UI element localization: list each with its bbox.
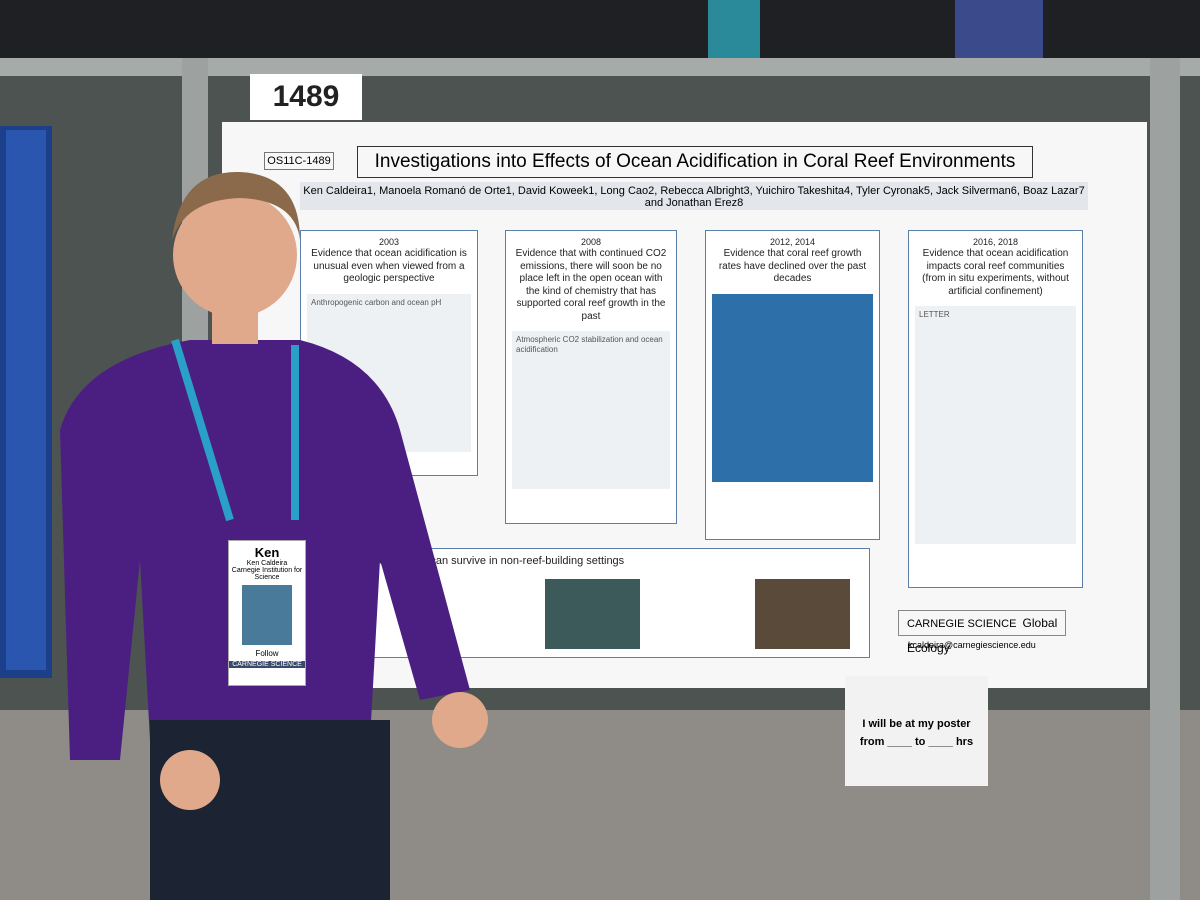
panel-years: 2012, 2014 — [769, 237, 816, 247]
panel-figure: Atmospheric CO2 stabilization and ocean … — [512, 331, 670, 490]
panel: 2008 Evidence that with continued CO2 emi… — [505, 230, 677, 524]
panel-years: 2016, 2018 — [972, 237, 1019, 247]
sign-line: I will be at my poster — [862, 718, 971, 730]
panel-figure — [712, 293, 873, 482]
badge-full-name: Ken Caldeira — [246, 560, 288, 567]
panel-years: 2008 — [580, 237, 602, 247]
badge: Ken Ken Caldeira Carnegie Institution fo… — [228, 540, 306, 686]
email: kcaldeira@carnegiescience.edu — [908, 640, 1036, 650]
photo — [545, 579, 640, 649]
panel-heading: ere corals can survive in non-reef-build… — [379, 555, 625, 567]
logo: CARNEGIE SCIENCE Global Ecology — [898, 610, 1066, 655]
badge-affiliation: Carnegie Institution for Science — [231, 567, 303, 581]
badge-photo — [242, 585, 292, 645]
poster-id: OS11C-1489 — [264, 152, 334, 170]
sign-word: from — [859, 735, 885, 748]
sign-word: to — [914, 735, 926, 748]
sign-word: hrs — [955, 735, 974, 748]
poster-title: Investigations into Effects of Ocean Aci… — [357, 146, 1033, 178]
panel-heading: Evidence that ocean acidification is unu… — [311, 248, 467, 285]
badge-follow: Follow — [255, 649, 279, 658]
panel-heading: Evidence that coral reef growth rates ha… — [718, 248, 867, 285]
booth-number: 1489 — [250, 74, 362, 120]
panel: 2012, 2014 Evidence that coral reef growt… — [705, 230, 880, 540]
authors: Ken Caldeira1, Manoela Romanó de Orte1, … — [300, 182, 1088, 210]
photo — [755, 579, 850, 649]
panel-heading: Evidence that ocean acidification impact… — [922, 248, 1069, 297]
panel: 2016, 2018 Evidence that ocean acidificat… — [908, 230, 1083, 588]
panel-figure: LETTER — [915, 306, 1076, 545]
badge-logo: CARNEGIE SCIENCE — [229, 661, 305, 668]
logo-text: CARNEGIE SCIENCE — [907, 618, 1017, 630]
badge-name: Ken — [254, 545, 280, 560]
panel-years: 2003 — [378, 237, 400, 247]
panel-heading: Evidence that with continued CO2 emissio… — [515, 248, 667, 322]
unit: Global Ecology — [907, 616, 1058, 655]
sign: I will be at my poster from ____ to ____… — [845, 676, 988, 786]
